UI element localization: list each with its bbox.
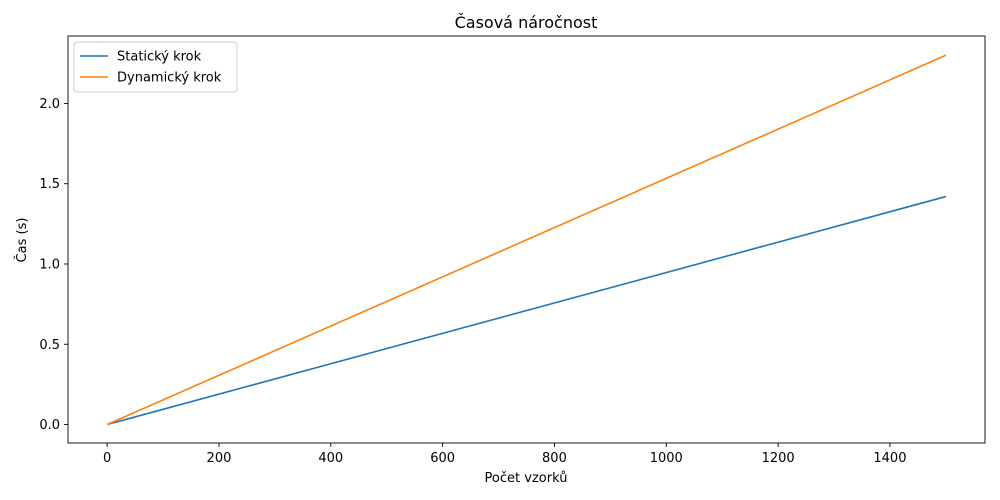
series-line-2 — [106, 54, 947, 426]
chart-title: Časová náročnost — [455, 13, 598, 32]
x-tick-label: 600 — [430, 451, 455, 466]
y-tick-label: 0.5 — [39, 338, 60, 353]
x-tick-label: 800 — [542, 451, 567, 466]
legend: Statický krok Dynamický krok — [73, 41, 238, 93]
legend-label-2: Dynamický krok — [117, 71, 222, 86]
series-lines — [106, 54, 947, 426]
legend-label-1: Statický krok — [117, 50, 202, 65]
x-axis-label: Počet vzorků — [485, 471, 568, 486]
x-tick-label: 400 — [318, 451, 343, 466]
plot-area — [67, 35, 986, 444]
x-tick-label: 1200 — [762, 451, 795, 466]
y-tick-label: 2.0 — [39, 97, 60, 112]
x-tick-label: 1000 — [650, 451, 683, 466]
series-line-1 — [106, 195, 947, 426]
legend-box — [73, 41, 238, 93]
plot-frame — [67, 35, 986, 444]
y-axis-label: Čas (s) — [14, 218, 30, 263]
x-axis-ticks: 0 200 400 600 800 1000 1200 1400 — [103, 443, 906, 466]
x-tick-label: 200 — [207, 451, 232, 466]
x-tick-label: 0 — [103, 451, 111, 466]
y-tick-label: 1.5 — [39, 177, 60, 192]
x-tick-label: 1400 — [873, 451, 906, 466]
y-tick-label: 1.0 — [39, 257, 60, 272]
y-axis-ticks: 0.0 0.5 1.0 1.5 2.0 — [39, 97, 68, 433]
y-tick-label: 0.0 — [39, 418, 60, 433]
